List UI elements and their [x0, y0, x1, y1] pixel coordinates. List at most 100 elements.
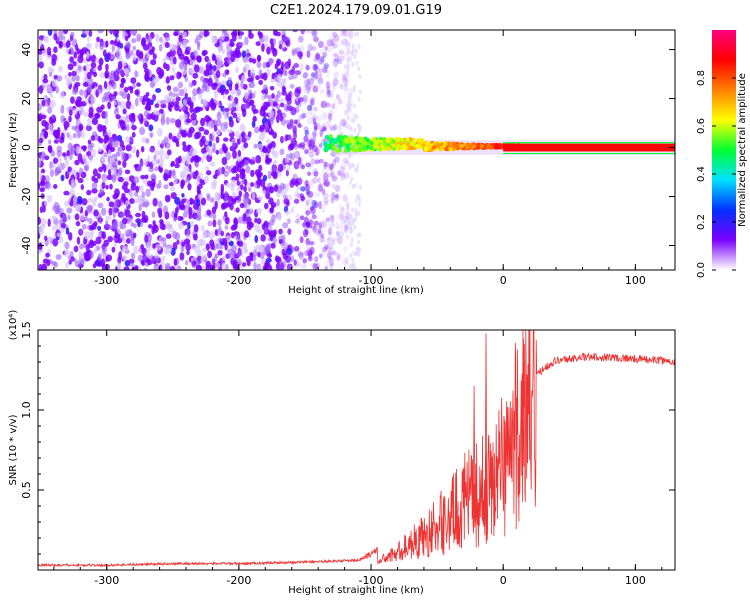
spectrogram-noise-cell: [70, 96, 75, 104]
spectrogram-noise-cell: [351, 43, 355, 49]
spectrogram-noise-cell: [333, 42, 339, 49]
spectrogram-signal-cell: [391, 139, 396, 144]
spectrogram-noise-cell: [129, 135, 134, 142]
spectrogram-noise-cell: [267, 170, 272, 180]
spectrogram-noise-cell: [62, 152, 67, 157]
spectrogram-signal-cell: [455, 145, 461, 151]
spectrogram-noise-cell: [250, 156, 257, 162]
spectrogram-noise-cell: [184, 76, 188, 82]
spectrogram-noise-cell: [279, 66, 284, 75]
spectrogram-noise-cell: [316, 83, 321, 90]
spectrogram-noise-cell: [310, 30, 318, 37]
spectrogram-noise-cell: [319, 88, 325, 95]
spectrogram-noise-cell: [101, 231, 107, 240]
spectrogram-noise-cell: [168, 90, 174, 100]
spectrogram-noise-cell: [290, 207, 295, 214]
spectrogram-noise-cell: [324, 244, 329, 250]
snr-series-line: [38, 330, 675, 568]
spectrogram-noise-cell: [148, 124, 154, 132]
spectrogram-noise-cell: [329, 221, 336, 228]
spectrogram-noise-cell: [278, 263, 285, 270]
spectrogram-noise-cell: [145, 250, 151, 258]
spectrogram-noise-cell: [354, 216, 358, 222]
spectrogram-noise-cell: [188, 207, 193, 216]
spectrogram-noise-cell: [254, 126, 260, 134]
spectrogram-noise-cell: [250, 169, 255, 178]
spectrogram-noise-cell: [181, 193, 185, 198]
spectrogram-noise-cell: [93, 209, 99, 217]
spectrogram-noise-cell: [180, 171, 187, 179]
spectrogram-noise-cell: [99, 72, 105, 79]
spectrogram-noise-cell: [231, 167, 236, 174]
spectrogram-noise-cell: [282, 112, 288, 118]
spectrogram-noise-cell: [134, 97, 139, 107]
spectrogram-noise-cell: [298, 114, 305, 120]
spectrogram-noise-cell: [311, 114, 319, 121]
spectrogram-noise-cell: [38, 54, 43, 63]
spectrogram-noise-cell: [246, 182, 251, 189]
spectrogram-noise-cell: [237, 258, 242, 267]
spectrogram-noise-cell: [276, 185, 283, 194]
spectrogram-noise-cell: [258, 228, 263, 234]
spectrogram-noise-cell: [121, 77, 126, 84]
spectrogram-noise-cell: [166, 149, 172, 156]
spectrogram-noise-cell: [178, 222, 184, 230]
spectrogram-noise-cell: [231, 191, 237, 199]
spectrogram-noise-cell: [283, 67, 287, 76]
spectrogram-noise-cell: [192, 260, 197, 266]
spectrogram-noise-cell: [199, 238, 204, 247]
spectrogram-noise-cell: [275, 114, 280, 124]
spectrogram-noise-cell: [299, 163, 304, 169]
spectrogram-noise-cell: [348, 191, 354, 199]
spectrogram-noise-cell: [188, 126, 195, 134]
spectrogram-noise-cell: [209, 134, 215, 143]
spectrogram-noise-cell: [335, 193, 339, 198]
spectrogram-noise-cell: [82, 82, 89, 87]
spectrogram-noise-cell: [155, 256, 160, 263]
spectrogram-noise-cell: [308, 179, 315, 188]
spectrogram-noise-cell: [348, 264, 352, 270]
spectrogram-noise-cell: [224, 242, 228, 251]
spectrogram-noise-cell: [114, 68, 120, 77]
spectrogram-noise-cell: [214, 262, 221, 270]
spectrogram-noise-cell: [312, 130, 318, 138]
spectrogram-noise-cell: [81, 223, 87, 230]
spectrogram-noise-cell: [205, 170, 212, 176]
spectrogram-noise-cell: [321, 122, 327, 128]
spectrogram-signal-cell: [427, 143, 432, 149]
spectrogram-noise-cell: [125, 144, 132, 152]
spectrogram-noise-cell: [323, 175, 330, 181]
spectrogram-signal-cell: [333, 138, 339, 143]
spectrogram-noise-cell: [117, 146, 123, 152]
spectrogram-noise-cell: [174, 176, 178, 185]
spectrogram-signal-cell: [323, 146, 328, 151]
spectrogram-noise-cell: [242, 262, 247, 267]
spectrogram-noise-cell: [149, 132, 154, 138]
spectrogram-noise-cell: [124, 41, 131, 49]
spectrogram-noise-cell: [198, 126, 205, 132]
spectrogram-noise-cell: [49, 100, 56, 109]
spectrogram-noise-cell: [138, 203, 142, 212]
spectrogram-noise-cell: [111, 80, 117, 90]
spectrogram-noise-cell: [276, 58, 282, 66]
spectrogram-noise-cell: [255, 154, 262, 164]
spectrogram-signal-cell: [341, 142, 346, 147]
spectrogram-noise-cell: [53, 139, 59, 144]
spectrogram-noise-cell: [329, 214, 333, 219]
spectrogram-noise-cell: [302, 258, 307, 264]
spectrogram-noise-cell: [59, 91, 65, 99]
spectrogram-noise-cell: [258, 246, 265, 253]
spectrogram-noise-cell: [352, 103, 356, 109]
spectrogram-noise-cell: [87, 139, 92, 145]
spectrogram-noise-cell: [172, 170, 176, 179]
spectrogram-noise-cell: [274, 94, 279, 104]
spectrogram-noise-cell: [78, 167, 84, 176]
spectrogram-noise-cell: [113, 74, 120, 82]
spectrogram-noise-cell: [313, 64, 318, 70]
spectrogram-noise-cell: [228, 116, 233, 122]
spectrogram-noise-cell: [152, 224, 159, 234]
spectrogram-noise-cell: [324, 46, 329, 51]
spectrogram-noise-cell: [327, 44, 334, 53]
spectrogram-noise-cell: [243, 142, 249, 149]
spectrogram-noise-cell: [303, 79, 310, 88]
